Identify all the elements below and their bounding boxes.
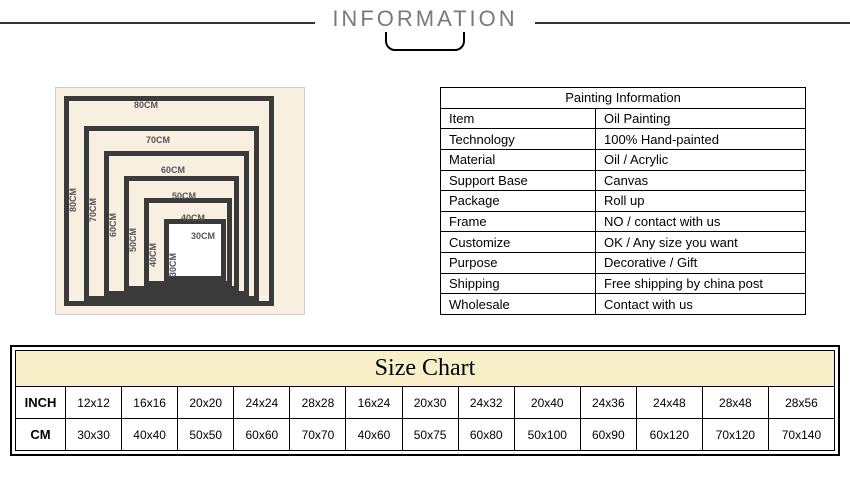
info-row: ItemOil Painting	[441, 108, 806, 129]
info-value: Decorative / Gift	[596, 253, 806, 274]
size-cell: 60x80	[458, 419, 514, 451]
info-key: Frame	[441, 211, 596, 232]
label-50-side: 50CM	[128, 228, 138, 252]
label-80-side: 80CM	[68, 188, 78, 212]
info-value: OK / Any size you want	[596, 232, 806, 253]
size-cell: 20x40	[514, 387, 580, 419]
info-row: FrameNO / contact with us	[441, 211, 806, 232]
size-cell: 40x40	[122, 419, 178, 451]
size-cell: 24x48	[636, 387, 702, 419]
size-cell: 40x60	[346, 419, 402, 451]
size-cell: 24x24	[234, 387, 290, 419]
info-value: Canvas	[596, 170, 806, 191]
size-cell: 24x36	[580, 387, 636, 419]
label-40-top: 40CM	[181, 213, 205, 223]
size-cell: 70x120	[702, 419, 768, 451]
info-row: ShippingFree shipping by china post	[441, 273, 806, 294]
label-60-side: 60CM	[108, 213, 118, 237]
size-cell: 50x75	[402, 419, 458, 451]
info-row: PurposeDecorative / Gift	[441, 253, 806, 274]
info-key: Customize	[441, 232, 596, 253]
size-cell: 24x32	[458, 387, 514, 419]
mid-section: 80CM 70CM 60CM 50CM 40CM 30CM 80CM 70CM …	[0, 87, 850, 315]
size-cell: 60x60	[234, 419, 290, 451]
size-cell: 70x70	[290, 419, 346, 451]
info-row: Support BaseCanvas	[441, 170, 806, 191]
frame-size-diagram: 80CM 70CM 60CM 50CM 40CM 30CM 80CM 70CM …	[55, 87, 305, 315]
info-key: Technology	[441, 129, 596, 150]
size-cell: 30x30	[66, 419, 122, 451]
info-row: Technology100% Hand-painted	[441, 129, 806, 150]
label-30-side: 30CM	[168, 253, 178, 277]
info-row: MaterialOil / Acrylic	[441, 149, 806, 170]
info-value: Roll up	[596, 191, 806, 212]
info-row: PackageRoll up	[441, 191, 806, 212]
size-cell: 50x50	[178, 419, 234, 451]
label-80-top: 80CM	[134, 100, 158, 110]
size-cell: 50x100	[514, 419, 580, 451]
size-cell: 60x90	[580, 419, 636, 451]
info-key: Shipping	[441, 273, 596, 294]
info-value: 100% Hand-painted	[596, 129, 806, 150]
info-row: CustomizeOK / Any size you want	[441, 232, 806, 253]
size-chart-title: Size Chart	[16, 351, 835, 387]
size-cell: 60x120	[636, 419, 702, 451]
header: INFORMATION	[0, 0, 850, 32]
label-70-side: 70CM	[88, 198, 98, 222]
size-cell: 70x140	[768, 419, 834, 451]
label-60-top: 60CM	[161, 165, 185, 175]
label-50-top: 50CM	[172, 191, 196, 201]
info-table-header: Painting Information	[441, 88, 806, 109]
info-key: Material	[441, 149, 596, 170]
size-cell: 28x48	[702, 387, 768, 419]
painting-info-table: Painting Information ItemOil PaintingTec…	[440, 87, 806, 315]
info-row: WholesaleContact with us	[441, 294, 806, 315]
info-value: Contact with us	[596, 294, 806, 315]
label-70-top: 70CM	[146, 135, 170, 145]
size-cell: 20x30	[402, 387, 458, 419]
info-key: Support Base	[441, 170, 596, 191]
size-cell: 12x12	[66, 387, 122, 419]
info-value: Oil Painting	[596, 108, 806, 129]
label-40-side: 40CM	[148, 243, 158, 267]
size-row-label: CM	[16, 419, 66, 451]
info-key: Purpose	[441, 253, 596, 274]
size-chart-table: Size Chart INCH12x1216x1620x2024x2428x28…	[15, 350, 835, 451]
header-title: INFORMATION	[315, 6, 535, 32]
info-key: Item	[441, 108, 596, 129]
info-value: Oil / Acrylic	[596, 149, 806, 170]
size-cell: 16x24	[346, 387, 402, 419]
size-row-label: INCH	[16, 387, 66, 419]
size-cell: 16x16	[122, 387, 178, 419]
info-key: Package	[441, 191, 596, 212]
size-cell: 28x56	[768, 387, 834, 419]
info-value: NO / contact with us	[596, 211, 806, 232]
info-key: Wholesale	[441, 294, 596, 315]
label-30-top: 30CM	[191, 231, 215, 241]
size-chart-container: Size Chart INCH12x1216x1620x2024x2428x28…	[10, 345, 840, 456]
info-value: Free shipping by china post	[596, 273, 806, 294]
size-cell: 28x28	[290, 387, 346, 419]
size-cell: 20x20	[178, 387, 234, 419]
